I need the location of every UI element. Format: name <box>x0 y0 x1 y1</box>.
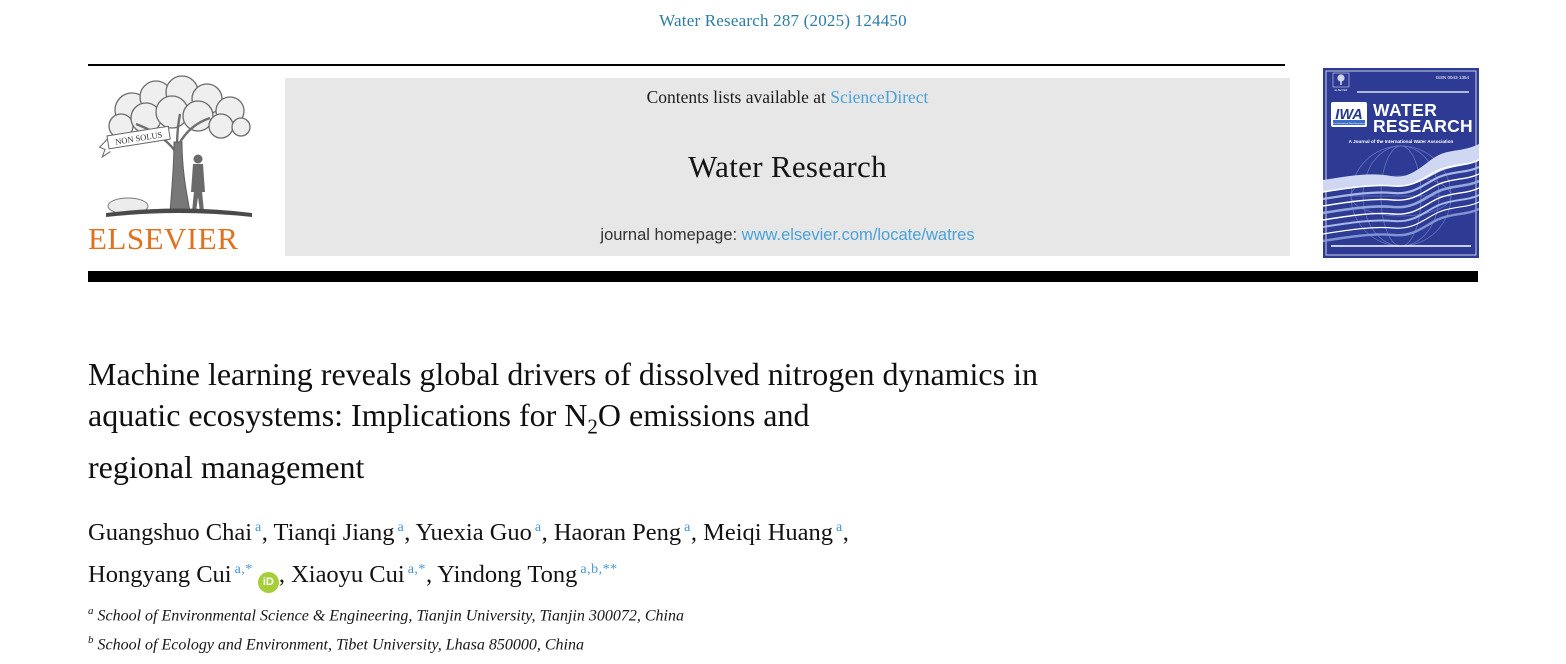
cover-issn: ISSN 0043-1354 <box>1436 75 1470 80</box>
title-line: Machine learning reveals global drivers … <box>88 356 1038 392</box>
article-title: Machine learning reveals global drivers … <box>88 354 1498 488</box>
svg-text:IWA: IWA <box>1335 107 1362 123</box>
author-separator: , <box>842 519 849 547</box>
authors-line-2: Hongyang Cui a,* iD, Xiaoyu Cui a,*, Yindon… <box>88 551 1498 594</box>
cover-elsevier-stamp-icon: ELSEVIER <box>1332 72 1350 92</box>
author-list: Guangshuo Chai a, Tianqi Jiang a, Yuexia G… <box>88 509 1498 594</box>
title-line: aquatic ecosystems: Implications for N2O… <box>88 397 810 439</box>
affiliation-list: a School of Environmental Science & Engin… <box>88 599 1498 658</box>
svg-text:WATER: WATER <box>1373 100 1437 120</box>
author-affiliation-link[interactable]: a <box>684 520 691 535</box>
banner-journal-title: Water Research <box>688 149 887 184</box>
author-affiliation-link[interactable]: a <box>397 520 405 535</box>
author-separator: , <box>425 561 438 589</box>
affiliation: a School of Environmental Science & Engin… <box>88 599 1498 628</box>
non-solus-ribbon: NON SOLUS <box>98 125 171 159</box>
author-name: Tianqi Jiang <box>273 519 395 547</box>
author-name: Xiaoyu Cui <box>291 561 405 589</box>
author-name: Haoran Peng <box>553 519 682 547</box>
affiliation-marker: a <box>88 605 94 617</box>
header-divider <box>88 271 1478 282</box>
author: Meiqi Huang a <box>703 519 843 546</box>
author-affiliation-link[interactable]: a <box>836 520 843 535</box>
journal-cover: ELSEVIER ISSN 0043-1354 IWA the Internat… <box>1321 68 1481 258</box>
affiliation-marker: b <box>88 634 94 647</box>
author: Guangshuo Chai a <box>88 519 262 546</box>
contents-prefix: Contents lists available at <box>646 87 831 107</box>
waves-icon <box>1321 144 1481 243</box>
cover-title: WATER RESEARCH A Journal of the Internat… <box>1349 100 1473 144</box>
svg-text:the International Water Associ: the International Water Association <box>1333 122 1366 125</box>
author-name: Yuexia Guo <box>415 519 532 547</box>
author-affiliation-link[interactable]: a,* <box>234 562 253 578</box>
author: Yuexia Guo a <box>416 519 542 546</box>
svg-text:A Journal of the International: A Journal of the International Water Ass… <box>1349 139 1454 144</box>
affiliation-text: School of Ecology and Environment, Tibet… <box>97 636 584 654</box>
affiliation-text: School of Environmental Science & Engine… <box>97 607 684 625</box>
elsevier-logo: NON SOLUS ELSEVIER <box>88 74 285 256</box>
author-separator: , <box>404 519 416 547</box>
affiliation: b School of Ecology and Environment, Tibe… <box>88 628 1498 657</box>
svg-text:RESEARCH: RESEARCH <box>1373 116 1473 136</box>
author-name: Meiqi Huang <box>703 519 834 547</box>
author: Tianqi Jiang a <box>274 519 405 546</box>
subscript-2: 2 <box>587 414 598 439</box>
title-line: regional management <box>88 449 365 486</box>
page-citation: Water Research 287 (2025) 124450 <box>659 11 907 30</box>
author-affiliation-link[interactable]: a,b,** <box>580 562 618 578</box>
homepage-link[interactable]: www.elsevier.com/locate/watres <box>741 226 975 244</box>
authors-line-1: Guangshuo Chai a, Tianqi Jiang a, Yuexia G… <box>88 509 1498 551</box>
top-divider <box>88 64 1285 66</box>
author-name: Guangshuo Chai <box>88 519 252 547</box>
author-affiliation-link[interactable]: a <box>255 520 262 535</box>
author-name: Yindong Tong <box>437 561 578 589</box>
man-figure <box>191 154 205 212</box>
author: Haoran Peng a <box>554 519 691 546</box>
author-separator: , <box>541 519 554 547</box>
author-separator: , <box>261 519 274 547</box>
svg-text:ELSEVIER: ELSEVIER <box>1335 88 1348 92</box>
author-affiliation-link[interactable]: a <box>534 520 542 535</box>
homepage-line: journal homepage: www.elsevier.com/locat… <box>600 226 974 245</box>
author-name: Hongyang Cui <box>88 561 232 589</box>
author-affiliation-link[interactable]: a,* <box>407 562 426 578</box>
elsevier-tree-icon: NON SOLUS <box>98 75 252 217</box>
homepage-prefix: journal homepage: <box>600 226 742 244</box>
author: Yindong Tong a,b,** <box>437 561 617 588</box>
contents-line: Contents lists available at ScienceDirec… <box>647 87 929 108</box>
iwa-logo: IWA the International Water Association <box>1331 102 1367 127</box>
sciencedirect-link[interactable]: ScienceDirect <box>830 87 929 107</box>
author: Xiaoyu Cui a,* <box>291 561 426 588</box>
elsevier-wordmark: ELSEVIER <box>88 221 239 256</box>
orcid-icon[interactable]: iD <box>257 572 279 594</box>
author-separator: , <box>690 519 704 547</box>
author: Hongyang Cui a,* iD <box>88 561 279 594</box>
author-separator: , <box>278 561 292 589</box>
journal-banner: Contents lists available at ScienceDirec… <box>285 78 1290 256</box>
